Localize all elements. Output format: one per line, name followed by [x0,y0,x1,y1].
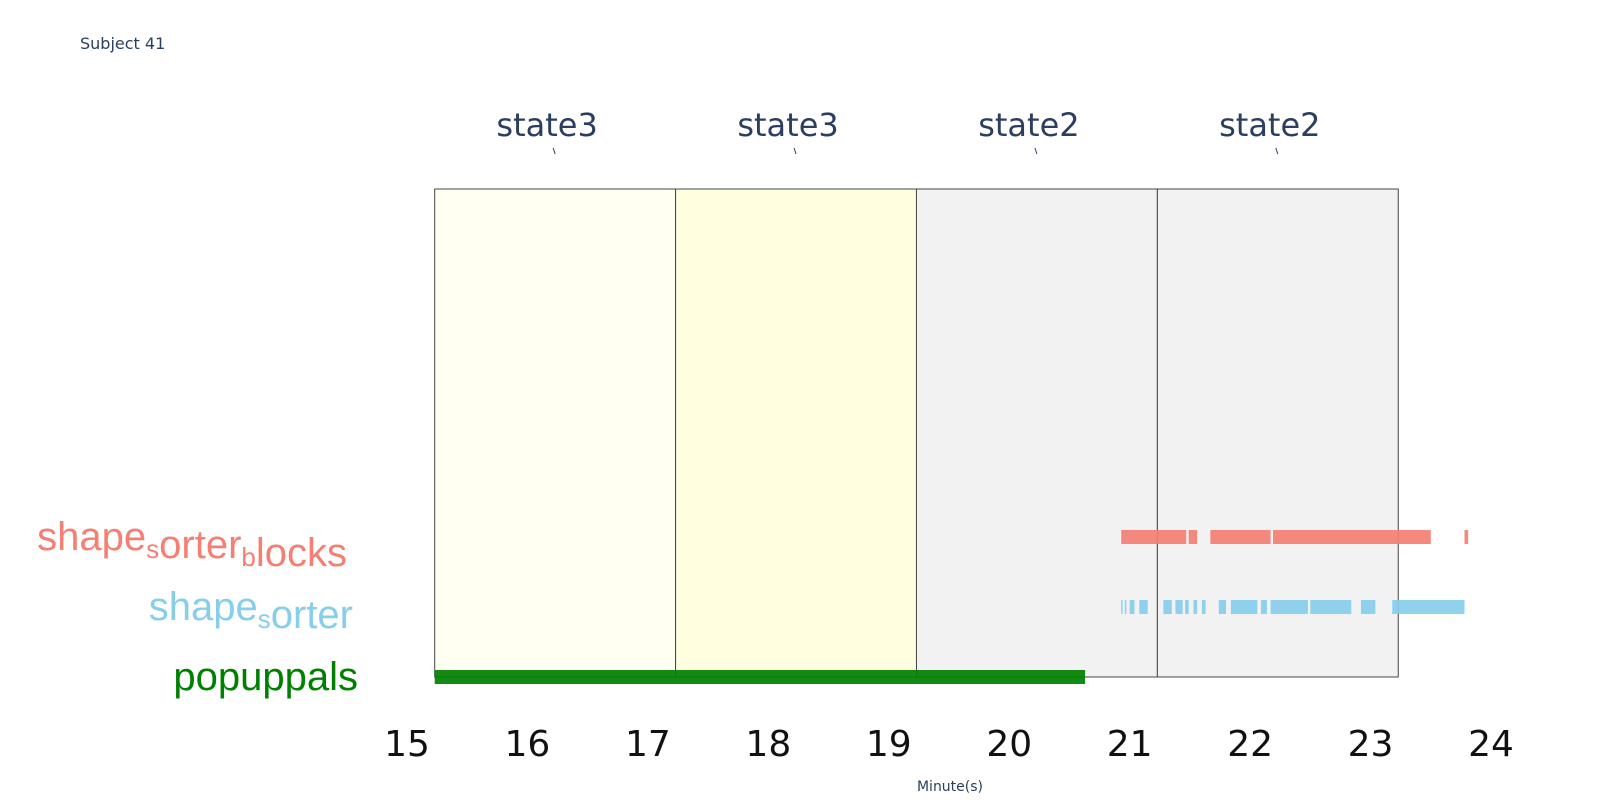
shape_sorter_blocks-segment-3 [1210,530,1271,544]
shape_sorter-segment-11 [1230,600,1258,614]
state-label-pointer-1 [552,147,556,155]
state-label-pointer-3 [1034,147,1038,155]
shape_sorter-segment-5 [1163,600,1172,614]
x-axis-title: Minute(s) [917,779,983,795]
row-label-shape_sorter_blocks: shapesorterblocks [37,515,347,575]
shape_sorter-segment-1 [1121,600,1123,614]
shape_sorter-segment-2 [1124,600,1127,614]
row-labels: shapesorterblocks shapesorter popuppals [37,515,358,699]
state-label-pointer-4 [1275,147,1279,155]
shape_sorter-segment-13 [1270,600,1308,614]
state-box-2 [675,188,917,678]
x-axis-ticks: 15 16 17 18 19 20 21 22 23 24 [384,724,1514,765]
state-box-3 [915,188,1158,678]
shape_sorter_blocks-segment-4 [1272,530,1431,544]
shape_sorter_blocks-segment-2 [1188,530,1198,544]
shape_sorter-segment-3 [1129,600,1135,614]
chart-title: Subject 41 [80,34,165,53]
state-label-pointer-2 [793,147,797,155]
shape_sorter-segment-4 [1139,600,1148,614]
x-tick-label-24: 24 [1468,724,1514,765]
state-label-3: state2 [978,106,1079,144]
state-labels: state3 state3 state2 state2 [496,106,1321,155]
x-tick-label-21: 21 [1107,724,1153,765]
shape_sorter-segment-16 [1392,600,1465,614]
x-tick-label-22: 22 [1227,724,1273,765]
x-tick-label-23: 23 [1348,724,1394,765]
row-label-popuppals: popuppals [173,655,358,699]
state-box-1 [434,188,677,678]
x-tick-label-18: 18 [745,724,791,765]
shape_sorter_blocks-segment-1 [1121,530,1187,544]
shape_sorter-segment-9 [1201,600,1206,614]
shape_sorter-segment-15 [1360,600,1376,614]
state-boxes [434,188,1399,678]
shape_sorter-segment-7 [1185,600,1189,614]
x-tick-label-19: 19 [866,724,912,765]
x-tick-label-20: 20 [986,724,1032,765]
x-tick-label-16: 16 [505,724,551,765]
state-label-2: state3 [737,106,838,144]
state-label-4: state2 [1219,106,1320,144]
shape_sorter-segment-12 [1260,600,1267,614]
shape_sorter_blocks-segment-5 [1464,530,1469,544]
x-tick-label-15: 15 [384,724,430,765]
row-label-shape_sorter: shapesorter [149,585,353,637]
shape_sorter-segment-14 [1310,600,1352,614]
x-tick-label-17: 17 [625,724,671,765]
popuppals-segment-1 [434,670,1086,684]
shape_sorter-segment-8 [1193,600,1198,614]
shape_sorter-segment-10 [1218,600,1227,614]
state-label-1: state3 [496,106,597,144]
state-box-4 [1156,188,1399,678]
shape_sorter-segment-6 [1175,600,1183,614]
row-segments [434,530,1469,684]
